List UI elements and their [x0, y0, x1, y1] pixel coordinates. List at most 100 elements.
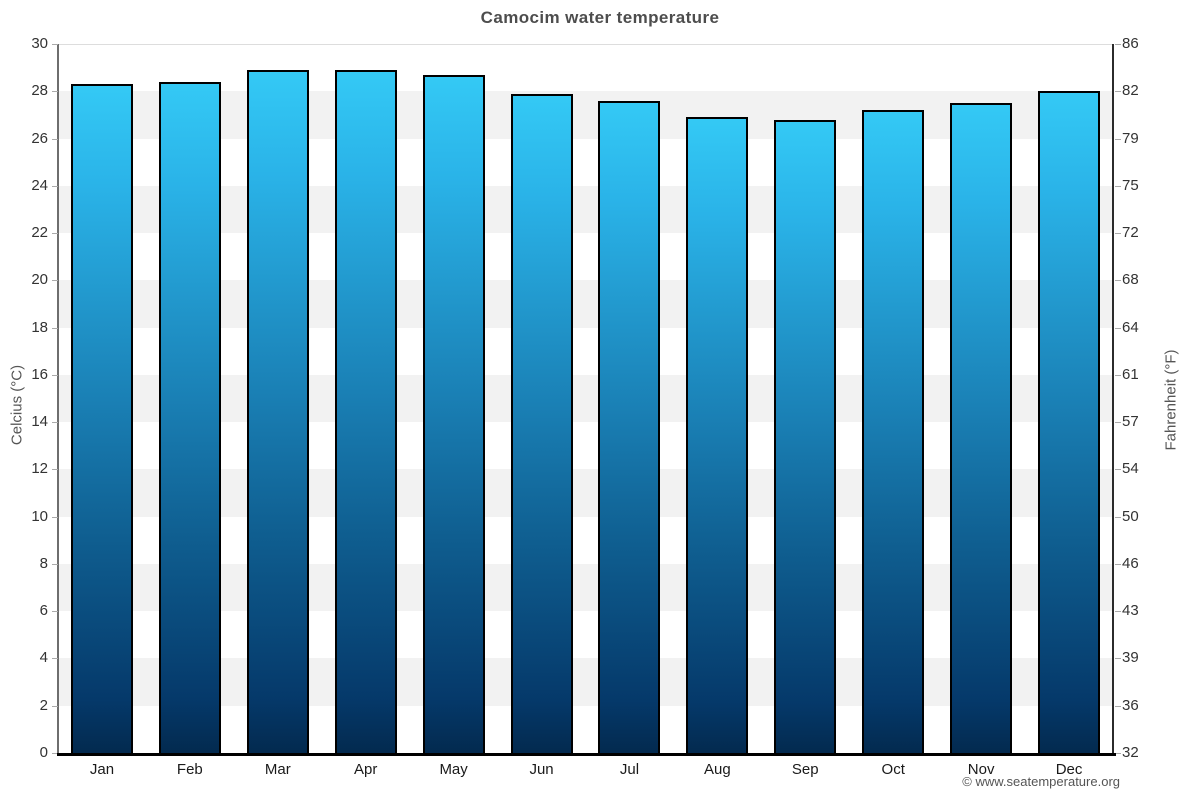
y-axis-line-right: [1112, 44, 1114, 756]
y-tick-mark: [52, 611, 58, 613]
y-tick-mark: [1115, 185, 1121, 187]
x-tick-label-sep: Sep: [791, 761, 819, 778]
y-tick-label-celsius: 30: [31, 35, 48, 52]
y-tick-mark: [52, 44, 58, 45]
y-tick-mark: [52, 327, 58, 329]
y-tick-label-fahrenheit: 82: [1122, 82, 1139, 100]
copyright-text: © www.seatemperature.org: [962, 774, 1120, 789]
x-tick-label-apr: Apr: [354, 761, 378, 778]
x-tick-label-oct: Oct: [881, 761, 905, 778]
y-tick-label-celsius: 20: [31, 271, 48, 289]
bar-jan: [70, 84, 133, 753]
x-tick-label-jan: Jan: [89, 761, 115, 778]
bar-jul: [598, 100, 661, 753]
chart-title: Camocim water temperature: [480, 8, 720, 27]
x-tick-label-jul: Jul: [619, 761, 640, 778]
x-tick-label-jun: Jun: [529, 761, 554, 778]
x-tick-label-aug: Aug: [704, 761, 731, 778]
y-tick-mark: [52, 469, 58, 471]
y-axis-line-left: [57, 44, 59, 756]
bar-dec: [1038, 91, 1101, 753]
y-tick-mark: [52, 91, 58, 93]
plot-area: [58, 44, 1113, 753]
bar-nov: [950, 103, 1013, 753]
y-tick-label-celsius: 14: [31, 413, 48, 431]
bar-aug: [686, 117, 749, 753]
gridline-band: [58, 44, 1113, 92]
y-tick-mark: [52, 516, 58, 518]
gridline-band: [58, 138, 1113, 186]
x-tick-label-feb: Feb: [176, 761, 203, 778]
y-tick-mark: [52, 280, 58, 282]
y-tick-mark: [52, 705, 58, 707]
y-tick-mark: [52, 185, 58, 187]
y-tick-label-fahrenheit: 72: [1122, 224, 1139, 242]
y-tick-mark: [1115, 469, 1121, 471]
y-tick-label-celsius: 18: [31, 318, 48, 336]
y-tick-label-celsius: 24: [31, 176, 48, 194]
y-tick-label-celsius: 2: [39, 696, 48, 714]
y-tick-mark: [1115, 374, 1121, 376]
y-tick-mark: [1115, 563, 1121, 565]
gridline-band: [58, 233, 1113, 281]
gridline-band: [58, 658, 1113, 706]
y-tick-label-fahrenheit: 50: [1122, 507, 1139, 525]
y-tick-mark: [1115, 138, 1121, 140]
y-tick-mark: [52, 374, 58, 376]
y-tick-mark: [52, 658, 58, 660]
y-tick-label-celsius: 10: [31, 507, 48, 525]
gridline-band: [58, 422, 1113, 470]
y-tick-label-celsius: 6: [39, 602, 48, 620]
y-tick-label-fahrenheit: 54: [1122, 460, 1139, 478]
y-tick-label-celsius: 28: [31, 82, 48, 100]
y-tick-label-fahrenheit: 79: [1122, 129, 1139, 147]
gridline-band: [58, 469, 1113, 517]
y-tick-label-fahrenheit: 64: [1122, 318, 1139, 336]
y-tick-label-fahrenheit: 43: [1122, 602, 1139, 620]
x-tick-label-dec: Dec: [1055, 761, 1083, 778]
y-tick-mark: [52, 753, 58, 754]
y-tick-label-celsius: 16: [31, 365, 48, 383]
gridline-band: [58, 185, 1113, 234]
y-tick-mark: [1115, 233, 1121, 235]
gridline-band: [58, 280, 1113, 328]
y-tick-label-fahrenheit: 36: [1122, 696, 1139, 714]
y-tick-mark: [1115, 44, 1121, 45]
y-tick-mark: [1115, 753, 1121, 754]
y-tick-mark: [1115, 658, 1121, 660]
y-tick-mark: [52, 422, 58, 424]
y-tick-mark: [1115, 705, 1121, 707]
y-tick-mark: [1115, 611, 1121, 613]
y-tick-mark: [1115, 516, 1121, 518]
bar-jun: [510, 93, 573, 753]
bar-oct: [862, 110, 925, 753]
y-tick-label-fahrenheit: 68: [1122, 271, 1139, 289]
plot-top-gridline: [58, 44, 1113, 45]
y-tick-label-celsius: 12: [31, 460, 48, 478]
gridline-band: [58, 374, 1113, 423]
y-tick-label-fahrenheit: 39: [1122, 649, 1139, 667]
bar-mar: [246, 69, 309, 753]
bar-feb: [158, 81, 221, 753]
x-tick-label-nov: Nov: [967, 761, 995, 778]
gridline-band: [58, 705, 1113, 753]
x-tick-label-may: May: [439, 761, 468, 778]
gridline-band: [58, 611, 1113, 659]
y-tick-label-celsius: 8: [39, 554, 48, 572]
y-tick-label-fahrenheit: 46: [1122, 554, 1139, 572]
y-tick-mark: [1115, 327, 1121, 329]
y-tick-mark: [52, 138, 58, 140]
y-tick-mark: [1115, 91, 1121, 93]
gridline-band: [58, 91, 1113, 139]
x-tick-label-mar: Mar: [264, 761, 291, 778]
y-tick-label-celsius: 22: [31, 224, 48, 242]
y-tick-label-fahrenheit: 57: [1122, 413, 1139, 431]
x-axis-line: [57, 753, 1116, 756]
y-tick-label-fahrenheit: 75: [1122, 176, 1139, 194]
y-tick-label-celsius: 26: [31, 129, 48, 147]
bar-may: [422, 74, 485, 753]
y-tick-label-celsius: 0: [39, 744, 48, 761]
y-tick-mark: [52, 233, 58, 235]
y-tick-mark: [52, 563, 58, 565]
y-tick-label-fahrenheit: 32: [1122, 744, 1139, 761]
